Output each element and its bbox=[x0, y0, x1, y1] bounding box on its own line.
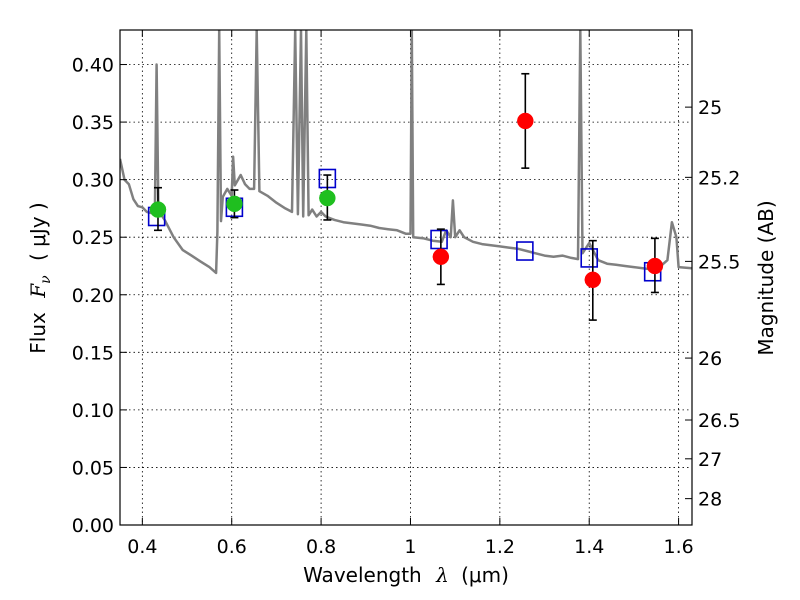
y2-axis-label: Magnitude (AB) bbox=[754, 200, 778, 355]
x-axis-label: Wavelength λ (μm) bbox=[303, 563, 509, 587]
model-sed-line bbox=[120, 30, 692, 275]
y-tick-label: 0.35 bbox=[72, 112, 114, 134]
photometry-point bbox=[319, 189, 336, 207]
x-tick-label: 0.6 bbox=[217, 536, 247, 558]
y-tick-label: 0.40 bbox=[72, 55, 114, 77]
photometry-point bbox=[149, 201, 167, 218]
x-tick-label: 1.4 bbox=[574, 536, 604, 558]
plot-layer bbox=[120, 30, 692, 321]
x-tick-label: 1.2 bbox=[485, 536, 515, 558]
y-axis-label-unit: ( μJy ) bbox=[26, 202, 50, 261]
series-optical-photometry bbox=[149, 174, 336, 232]
series-model-SED bbox=[120, 30, 692, 275]
y-tick-label: 0.10 bbox=[72, 400, 114, 422]
y2-tick-label: 25.2 bbox=[698, 167, 740, 189]
photometry-point bbox=[226, 195, 243, 213]
y-axis-label-symbol: F bbox=[26, 283, 50, 299]
y-tick-label: 0.30 bbox=[72, 170, 114, 192]
y2-tick-label: 26.5 bbox=[698, 410, 740, 432]
x-tick-label: 1.6 bbox=[663, 536, 693, 558]
series-model-photometry bbox=[147, 168, 662, 282]
model-square-point bbox=[430, 229, 448, 250]
photometry-point bbox=[646, 257, 664, 275]
y2-tick-label: 25.5 bbox=[698, 251, 740, 273]
y2-tick-label: 27 bbox=[698, 449, 722, 471]
series-near-IR-photometry bbox=[432, 72, 664, 321]
plot-frame bbox=[119, 29, 693, 526]
y-tick-label: 0.05 bbox=[72, 457, 114, 479]
photometry-point bbox=[432, 248, 450, 266]
tick-layer: 0.4 0.6 0.8 1 1.2 1.4 1.6 0.00 0.05 0.10 0.15 0.20 0… bbox=[72, 30, 740, 558]
x-axis-label-symbol: λ bbox=[435, 563, 449, 587]
y-axis-label: Flux Fν ( μJy ) bbox=[26, 202, 55, 353]
model-square-point bbox=[516, 241, 534, 261]
model-square-point bbox=[580, 248, 599, 268]
y2-tick-label: 25 bbox=[698, 97, 722, 119]
y-tick-label: 0.15 bbox=[72, 342, 114, 364]
y-tick-label: 0.20 bbox=[72, 285, 114, 307]
photometry-point bbox=[517, 112, 534, 130]
x-tick-label: 0.4 bbox=[127, 536, 157, 558]
y-tick-label: 0.25 bbox=[72, 227, 114, 249]
x-axis-label-main: Wavelength bbox=[303, 563, 422, 587]
y2-tick-label: 26 bbox=[698, 348, 722, 370]
y-tick-label: 0.00 bbox=[72, 515, 114, 537]
x-tick-label: 0.8 bbox=[306, 536, 336, 558]
x-axis-label-unit: (μm) bbox=[461, 563, 509, 587]
grid-layer bbox=[120, 30, 692, 526]
y2-tick-label: 28 bbox=[698, 489, 722, 511]
x-tick-label: 1 bbox=[404, 536, 416, 558]
y-axis-label-sub: ν bbox=[38, 275, 54, 284]
photometry-point bbox=[584, 271, 602, 289]
y-axis-label-main: Flux bbox=[26, 312, 50, 354]
